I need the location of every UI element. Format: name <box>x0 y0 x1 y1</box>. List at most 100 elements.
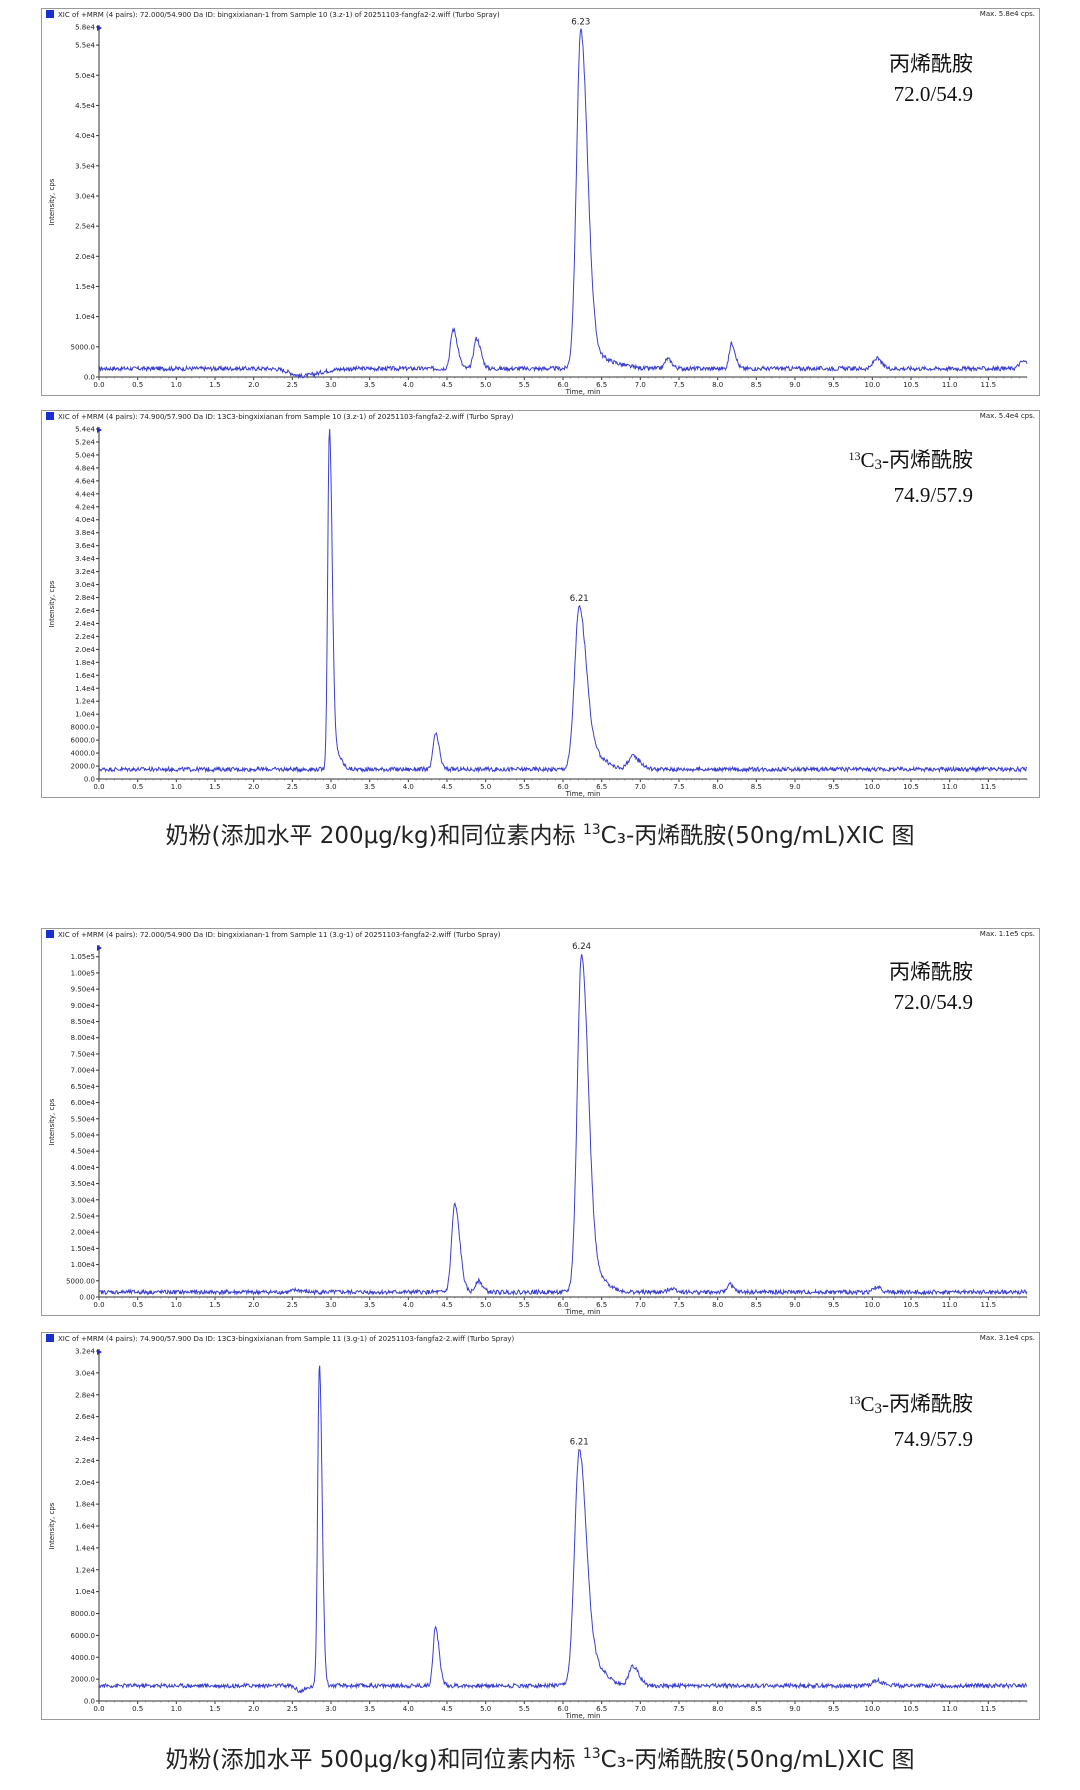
y-tick-label: 4.2e4 <box>75 503 95 511</box>
mrm-transition: 72.0/54.9 <box>893 82 973 106</box>
compound-annotation: 13C3-丙烯酰胺 74.9/57.9 <box>848 441 973 510</box>
xic-header-text: XIC of +MRM (4 pairs): 72.000/54.900 Da … <box>58 11 500 19</box>
axis-marker-icon <box>97 25 102 31</box>
x-tick-label: 9.5 <box>828 1705 839 1713</box>
x-axis-title: Time, min <box>565 1712 601 1719</box>
y-tick-label: 1.0e4 <box>75 711 95 719</box>
x-tick-label: 8.5 <box>751 1705 762 1713</box>
xic-header-text: XIC of +MRM (4 pairs): 74.900/57.900 Da … <box>58 413 514 421</box>
x-tick-label: 2.0 <box>248 1705 259 1713</box>
max-intensity-label: Max. 1.1e5 cps. <box>979 930 1035 938</box>
y-tick-label: 1.2e4 <box>75 1566 95 1574</box>
x-tick-label: 11.0 <box>942 1705 958 1713</box>
y-tick-label: 4.50e4 <box>71 1148 96 1156</box>
mrm-transition: 74.9/57.9 <box>893 483 973 507</box>
isotope-element: C <box>860 1392 875 1416</box>
x-tick-label: 4.0 <box>403 1301 414 1309</box>
y-tick-label: 3.0e4 <box>75 1369 95 1377</box>
trace-marker-icon <box>46 1334 54 1342</box>
x-tick-label: 8.0 <box>712 381 723 389</box>
x-tick-label: 11.5 <box>981 1301 997 1309</box>
y-tick-label: 2.4e4 <box>75 1435 95 1443</box>
x-tick-label: 6.0 <box>557 783 568 791</box>
x-tick-label: 9.0 <box>789 1705 800 1713</box>
x-tick-label: 0.5 <box>132 1705 143 1713</box>
y-tick-label: 4000.0 <box>71 1654 96 1662</box>
mrm-transition: 74.9/57.9 <box>893 1427 973 1451</box>
x-tick-label: 3.0 <box>325 1705 336 1713</box>
compound-name: 丙烯酰胺 <box>889 448 973 472</box>
xic-trace-line <box>98 428 1027 774</box>
x-axis-title: Time, min <box>565 388 601 395</box>
x-tick-label: 10.5 <box>903 783 919 791</box>
y-tick-label: 9.50e4 <box>71 986 96 994</box>
y-tick-label: 2.5e4 <box>75 223 95 231</box>
isotope-dash: - <box>882 448 889 472</box>
y-tick-label: 5.00e4 <box>71 1131 96 1139</box>
x-tick-label: 3.0 <box>325 783 336 791</box>
x-tick-label: 10.0 <box>865 1301 881 1309</box>
x-tick-label: 0.5 <box>132 1301 143 1309</box>
chromatogram-panel-4: XIC of +MRM (4 pairs): 74.900/57.900 Da … <box>41 1332 1040 1720</box>
y-tick-label: 2.0e4 <box>75 1479 95 1487</box>
y-tick-label: 2.00e4 <box>71 1229 96 1237</box>
caption-text: 奶粉(添加水平 500μg/kg)和同位素内标 <box>165 1747 583 1773</box>
x-tick-label: 2.0 <box>248 783 259 791</box>
x-tick-label: 8.5 <box>751 1301 762 1309</box>
caption-sup: 13 <box>582 822 601 838</box>
y-tick-label: 1.0e4 <box>75 1588 95 1596</box>
y-tick-label: 1.0e4 <box>75 313 95 321</box>
y-tick-label: 4.4e4 <box>75 490 95 498</box>
x-tick-label: 10.0 <box>865 1705 881 1713</box>
x-tick-label: 3.5 <box>364 1301 375 1309</box>
x-tick-label: 4.5 <box>441 1705 452 1713</box>
x-tick-label: 10.0 <box>865 381 881 389</box>
compound-name: 丙烯酰胺 <box>889 52 973 76</box>
xic-trace-line <box>98 1365 1028 1694</box>
y-tick-label: 1.5e4 <box>75 283 95 291</box>
x-tick-label: 1.0 <box>171 783 182 791</box>
x-tick-label: 9.5 <box>828 783 839 791</box>
y-tick-label: 4.0e4 <box>75 132 95 140</box>
x-tick-label: 1.0 <box>171 1705 182 1713</box>
axis-marker-icon <box>97 427 102 433</box>
y-tick-label: 5.0e4 <box>75 451 95 459</box>
x-tick-label: 2.5 <box>287 783 298 791</box>
panel-header: XIC of +MRM (4 pairs): 72.000/54.900 Da … <box>46 10 1035 22</box>
x-tick-label: 5.0 <box>480 1301 491 1309</box>
y-tick-label: 3.00e4 <box>71 1196 96 1204</box>
x-tick-label: 3.0 <box>325 381 336 389</box>
x-tick-label: 4.5 <box>441 381 452 389</box>
x-tick-label: 9.0 <box>789 381 800 389</box>
y-tick-label: 4.00e4 <box>71 1164 96 1172</box>
trace-marker-icon <box>46 10 54 18</box>
y-tick-label: 0.0 <box>84 374 95 382</box>
y-tick-label: 2.8e4 <box>75 594 95 602</box>
panel-header: XIC of +MRM (4 pairs): 74.900/57.900 Da … <box>46 412 1035 424</box>
y-tick-label: 5.50e4 <box>71 1115 96 1123</box>
y-tick-label: 1.8e4 <box>75 1501 95 1509</box>
x-tick-label: 7.0 <box>635 783 646 791</box>
x-tick-label: 5.0 <box>480 1705 491 1713</box>
x-tick-label: 5.5 <box>519 1301 530 1309</box>
x-tick-label: 2.0 <box>248 381 259 389</box>
y-tick-label: 4.5e4 <box>75 102 95 110</box>
max-intensity-label: Max. 5.8e4 cps. <box>979 10 1035 18</box>
x-tick-label: 0.0 <box>93 381 104 389</box>
x-tick-label: 8.0 <box>712 1705 723 1713</box>
x-tick-label: 4.0 <box>403 1705 414 1713</box>
y-tick-label: 2000.0 <box>71 1676 96 1684</box>
xic-trace-line <box>98 954 1028 1297</box>
y-tick-label: 1.00e5 <box>71 969 95 977</box>
x-tick-label: 11.5 <box>981 1705 997 1713</box>
isotope-number: 13 <box>848 1393 861 1407</box>
x-tick-label: 7.5 <box>673 783 684 791</box>
x-tick-label: 6.5 <box>596 1705 607 1713</box>
y-tick-label: 1.2e4 <box>75 698 95 706</box>
x-tick-label: 5.0 <box>480 783 491 791</box>
compound-name: 丙烯酰胺 <box>889 1392 973 1416</box>
y-tick-label: 5.2e4 <box>75 438 95 446</box>
mrm-transition: 72.0/54.9 <box>893 990 973 1014</box>
compound-annotation: 丙烯酰胺 72.0/54.9 <box>889 957 973 1017</box>
y-tick-label: 6000.0 <box>71 737 96 745</box>
